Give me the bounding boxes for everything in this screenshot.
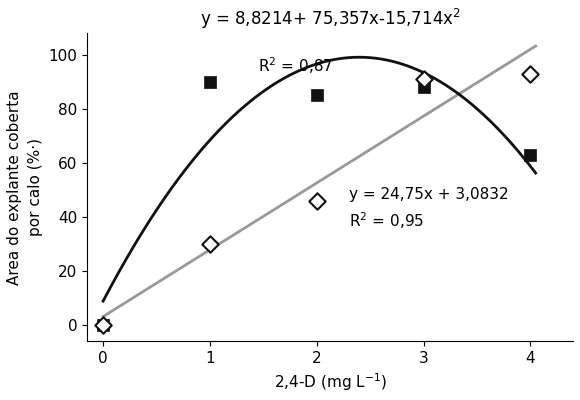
Point [205, 241, 215, 247]
Point [525, 152, 535, 158]
Y-axis label: Area do explante coberta
por calo (%·): Area do explante coberta por calo (%·) [7, 90, 43, 284]
Point [525, 71, 535, 77]
Point [312, 92, 321, 99]
Point [99, 322, 108, 328]
Point [419, 84, 428, 90]
X-axis label: 2,4-D (mg L$^{-1}$): 2,4-D (mg L$^{-1}$) [274, 371, 387, 393]
Point [419, 76, 428, 82]
Text: y = 24,75x + 3,0832
R$^{2}$ = 0,95: y = 24,75x + 3,0832 R$^{2}$ = 0,95 [349, 187, 509, 231]
Point [205, 79, 215, 85]
Point [312, 198, 321, 204]
Point [99, 322, 108, 328]
Text: R$^{2}$ = 0,87: R$^{2}$ = 0,87 [258, 56, 333, 76]
Title: y = 8,8214+ 75,357x-15,714x$^{2}$: y = 8,8214+ 75,357x-15,714x$^{2}$ [200, 7, 461, 31]
